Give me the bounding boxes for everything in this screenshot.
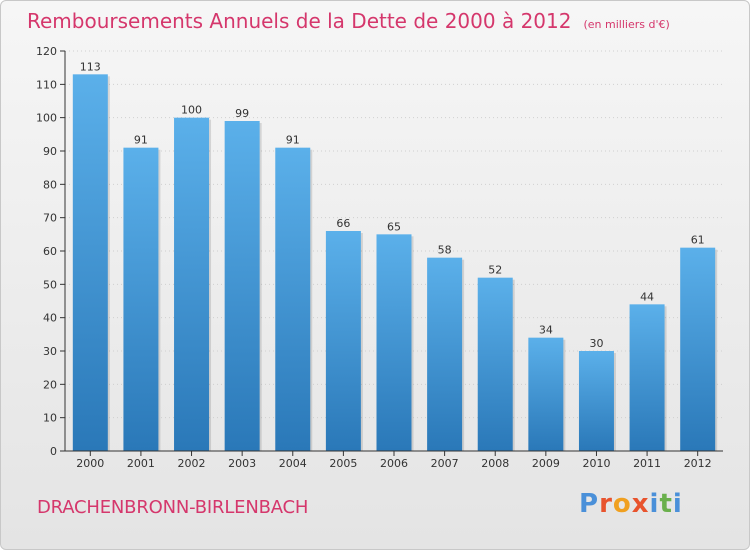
x-tick-label: 2005 <box>329 457 357 470</box>
bar-2006 <box>376 234 412 451</box>
data-label: 58 <box>438 244 452 257</box>
unit-label: (en milliers d'€) <box>583 18 670 31</box>
data-label: 34 <box>539 324 553 337</box>
data-label: 66 <box>336 217 350 230</box>
y-tick-label: 110 <box>36 78 57 91</box>
x-tick-label: 2008 <box>481 457 509 470</box>
x-tick-label: 2000 <box>76 457 104 470</box>
data-label: 99 <box>235 107 249 120</box>
bar-2008 <box>477 277 513 451</box>
x-tick-label: 2007 <box>431 457 459 470</box>
x-tick-label: 2002 <box>178 457 206 470</box>
y-tick-label: 80 <box>43 178 57 191</box>
bar-chart: 113 91 100 99 91 66 65 58 52 34 30 44 61 0 10 20 30 40 50… <box>36 45 723 470</box>
data-label: 91 <box>286 134 300 147</box>
logo-letter: r <box>599 489 613 519</box>
y-tick-label: 20 <box>43 378 57 391</box>
chart-title: Remboursements Annuels de la Dette de 20… <box>27 9 670 33</box>
x-tick-label: 2010 <box>582 457 610 470</box>
y-tick-label: 60 <box>43 245 57 258</box>
proxiti-logo[interactable]: Proxiti <box>579 489 683 519</box>
logo-letter: i <box>649 489 660 519</box>
x-tick-label: 2009 <box>532 457 560 470</box>
commune-name: DRACHENBRONN-BIRLENBACH <box>37 497 309 518</box>
x-tick-label: 2006 <box>380 457 408 470</box>
y-tick-label: 40 <box>43 312 57 325</box>
logo-letter: P <box>579 489 600 519</box>
x-tick-label: 2012 <box>684 457 712 470</box>
data-label: 52 <box>488 264 502 277</box>
bar-2010 <box>578 351 614 451</box>
bar-2003 <box>224 121 260 451</box>
y-tick-label: 10 <box>43 412 57 425</box>
x-tick-label: 2003 <box>228 457 256 470</box>
y-tick-label: 100 <box>36 112 57 125</box>
logo-letter: o <box>612 489 632 519</box>
x-tick-label: 2011 <box>633 457 661 470</box>
y-tick-label: 90 <box>43 145 57 158</box>
logo-letter: x <box>631 489 650 519</box>
data-label: 30 <box>589 337 603 350</box>
bar-2009 <box>528 337 564 451</box>
logo-letter: i <box>672 489 683 519</box>
bar-2012 <box>680 247 716 451</box>
bar-2002 <box>174 117 210 452</box>
bar-2011 <box>629 304 665 451</box>
data-label: 44 <box>640 290 654 303</box>
y-tick-label: 50 <box>43 278 57 291</box>
y-tick-label: 0 <box>50 445 57 458</box>
x-tick-label: 2001 <box>127 457 155 470</box>
title-text: Remboursements Annuels de la Dette de 20… <box>27 9 572 33</box>
y-tick-label: 70 <box>43 212 57 225</box>
y-tick-label: 120 <box>36 45 57 58</box>
data-label: 113 <box>80 60 101 73</box>
bar-2001 <box>123 147 159 451</box>
data-label: 61 <box>691 234 705 247</box>
data-label: 100 <box>181 104 202 117</box>
data-label: 91 <box>134 134 148 147</box>
bar-2004 <box>275 147 311 451</box>
logo-letter: t <box>659 489 673 519</box>
bar-2000 <box>72 74 108 451</box>
bar-2007 <box>427 257 463 451</box>
y-tick-label: 30 <box>43 345 57 358</box>
x-tick-label: 2004 <box>279 457 307 470</box>
bar-2005 <box>325 231 361 451</box>
data-label: 65 <box>387 220 401 233</box>
